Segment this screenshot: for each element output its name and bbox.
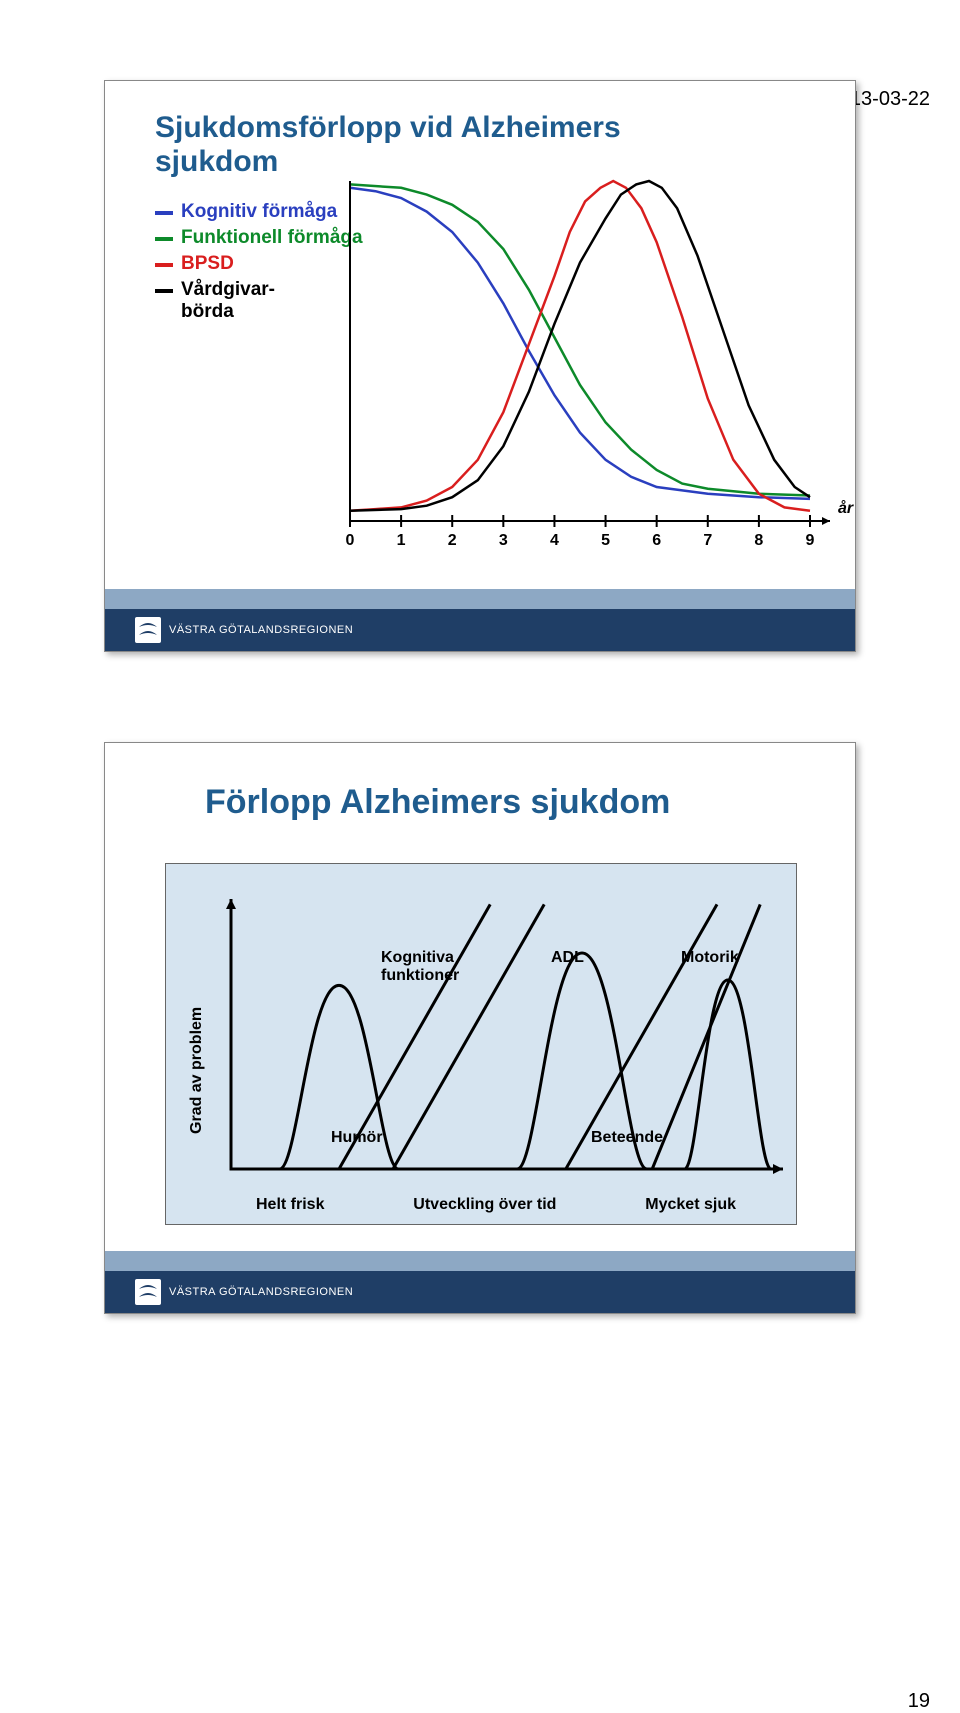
legend-dash (155, 263, 173, 267)
slide1-title: Sjukdomsförlopp vid Alzheimers sjukdom (155, 111, 715, 179)
chart2-series-label: Beteende (591, 1129, 663, 1147)
logo-icon (135, 1279, 161, 1305)
footer-logo: VÄSTRA GÖTALANDSREGIONEN (135, 617, 353, 643)
legend-dash (155, 237, 173, 241)
xaxis-right: Mycket sjuk (645, 1196, 736, 1214)
footer-light-bar (105, 589, 855, 609)
slide-1: Sjukdomsförlopp vid Alzheimers sjukdom K… (104, 80, 856, 652)
slide2-chart-box: Grad av problem Kognitiva funktioner ADL M… (165, 863, 797, 1225)
svg-text:0: 0 (346, 532, 355, 549)
slide1-legend: Kognitiv förmåga Funktionell förmåga BPSD V… (155, 201, 363, 327)
legend-item: Kognitiv förmåga (155, 201, 363, 223)
xaxis-labels: Helt frisk Utveckling över tid Mycket sj… (166, 1196, 796, 1214)
legend-label: Vårdgivar- börda (181, 279, 275, 323)
svg-text:5: 5 (601, 532, 610, 549)
svg-text:2: 2 (448, 532, 457, 549)
slide1-footer: VÄSTRA GÖTALANDSREGIONEN (105, 589, 855, 651)
slide-2: Förlopp Alzheimers sjukdom Grad av probl… (104, 742, 856, 1314)
yaxis-label: Grad av problem (188, 1007, 206, 1134)
page-number: 19 (908, 1690, 930, 1713)
svg-text:år: år (838, 499, 854, 517)
legend-dash (155, 211, 173, 215)
svg-text:9: 9 (806, 532, 815, 549)
footer-light-bar (105, 1251, 855, 1271)
footer-logo: VÄSTRA GÖTALANDSREGIONEN (135, 1279, 353, 1305)
xaxis-center: Utveckling över tid (413, 1196, 556, 1214)
svg-text:1: 1 (397, 532, 406, 549)
slide2-title: Förlopp Alzheimers sjukdom (205, 783, 670, 822)
chart2-series-label: Kognitiva funktioner (381, 949, 481, 985)
svg-text:6: 6 (652, 532, 661, 549)
logo-icon (135, 617, 161, 643)
slide2-chart (221, 894, 801, 1194)
page: 2013-03-22 Sjukdomsförlopp vid Alzheimer… (0, 80, 960, 1314)
svg-text:3: 3 (499, 532, 508, 549)
chart2-series-label: ADL (551, 949, 584, 967)
svg-text:8: 8 (754, 532, 763, 549)
footer-text: VÄSTRA GÖTALANDSREGIONEN (169, 624, 353, 636)
legend-label: Kognitiv förmåga (181, 201, 337, 223)
footer-dark-bar: VÄSTRA GÖTALANDSREGIONEN (105, 609, 855, 651)
legend-dash (155, 289, 173, 293)
legend-label: BPSD (181, 253, 234, 275)
xaxis-left: Helt frisk (256, 1196, 324, 1214)
slide2-footer: VÄSTRA GÖTALANDSREGIONEN (105, 1251, 855, 1313)
footer-text: VÄSTRA GÖTALANDSREGIONEN (169, 1286, 353, 1298)
svg-text:7: 7 (703, 532, 712, 549)
legend-label: Funktionell förmåga (181, 227, 363, 249)
chart2-series-label: Humör (331, 1129, 383, 1147)
chart2-series-label: Motorik (681, 949, 739, 967)
svg-text:4: 4 (550, 532, 559, 549)
legend-item: Funktionell förmåga (155, 227, 363, 249)
legend-item: Vårdgivar- börda (155, 279, 363, 323)
legend-item: BPSD (155, 253, 363, 275)
slide1-chart: 0 1 2 3 4 5 6 7 8 9 år (340, 171, 860, 571)
footer-dark-bar: VÄSTRA GÖTALANDSREGIONEN (105, 1271, 855, 1313)
